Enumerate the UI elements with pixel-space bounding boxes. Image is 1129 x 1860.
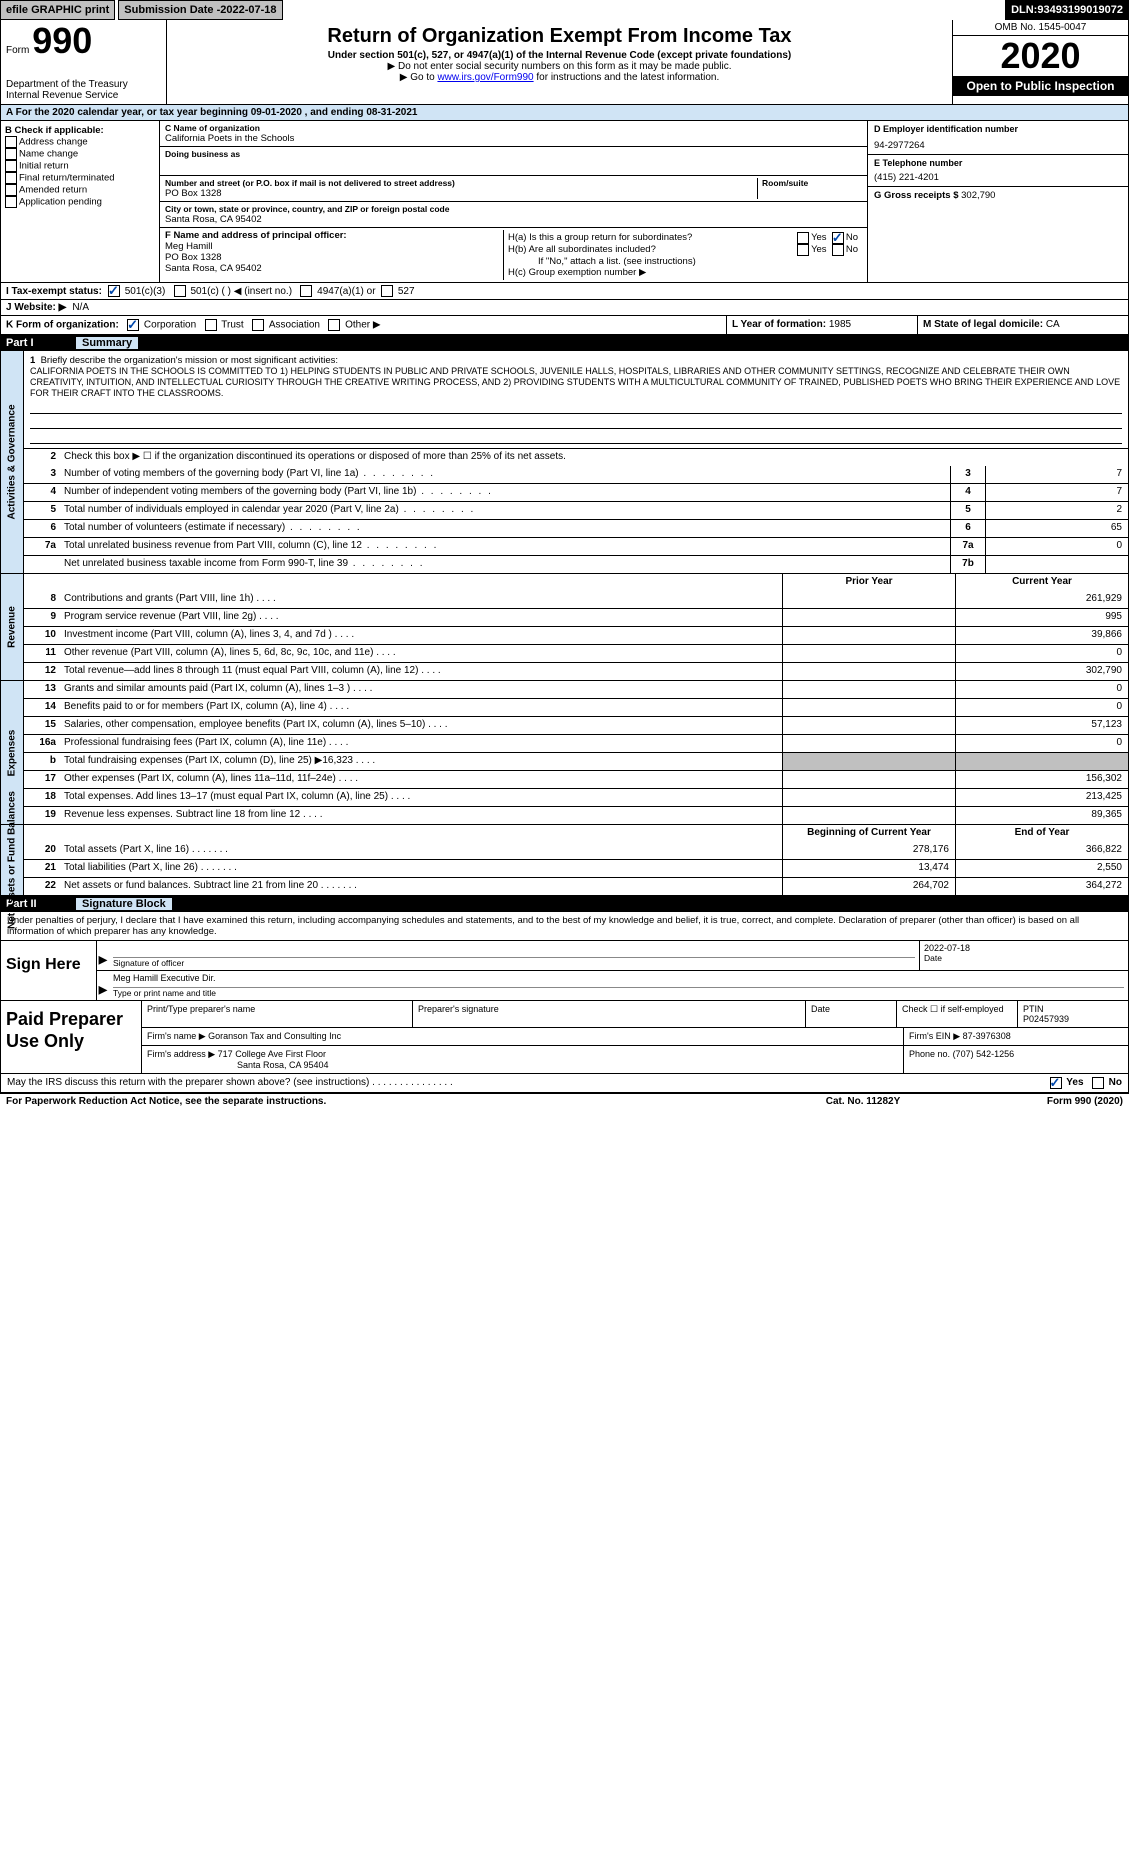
row-i: I Tax-exempt status: 501(c)(3) 501(c) ( … <box>0 283 1129 300</box>
instr-ssn: ▶ Do not enter social security numbers o… <box>172 61 947 72</box>
summary-line: 10Investment income (Part VIII, column (… <box>24 626 1128 644</box>
row-a-tax-year: A For the 2020 calendar year, or tax yea… <box>0 105 1129 121</box>
org-address: PO Box 1328 <box>165 188 757 199</box>
ein: 94-2977264 <box>874 140 1122 151</box>
topbar: efile GRAPHIC print Submission Date - 20… <box>0 0 1129 20</box>
cb-row: Amended return <box>5 184 155 196</box>
part-ii-header: Part II Signature Block <box>0 896 1129 912</box>
row-j: J Website: ▶ N/A <box>0 300 1129 316</box>
pointer-icon: ▸ <box>97 971 109 1000</box>
submission-date: Submission Date - 2022-07-18 <box>118 0 282 20</box>
paid-preparer: Paid Preparer Use Only Print/Type prepar… <box>0 1001 1129 1074</box>
summary-line: 11Other revenue (Part VIII, column (A), … <box>24 644 1128 662</box>
form-id-box: Form 990 Department of the Treasury Inte… <box>1 20 167 104</box>
cb-row: Final return/terminated <box>5 172 155 184</box>
omb: OMB No. 1545-0047 <box>953 20 1128 36</box>
cb-row: Application pending <box>5 196 155 208</box>
col-c: C Name of organization California Poets … <box>160 121 867 282</box>
summary-line: Net unrelated business taxable income fr… <box>24 555 1128 573</box>
summary-line: bTotal fundraising expenses (Part IX, co… <box>24 752 1128 770</box>
ptin: P02457939 <box>1023 1014 1123 1024</box>
discuss-row: May the IRS discuss this return with the… <box>0 1074 1129 1093</box>
subtitle: Under section 501(c), 527, or 4947(a)(1)… <box>172 50 947 61</box>
cb-row: Name change <box>5 148 155 160</box>
mission-text: CALIFORNIA POETS IN THE SCHOOLS IS COMMI… <box>30 366 1120 398</box>
footer: For Paperwork Reduction Act Notice, see … <box>0 1093 1129 1109</box>
gross-receipts: 302,790 <box>961 190 995 201</box>
section-net-assets: Net Assets or Fund Balances Beginning of… <box>0 825 1129 896</box>
summary-line: 18Total expenses. Add lines 13–17 (must … <box>24 788 1128 806</box>
website: N/A <box>72 302 89 313</box>
col-b-checkboxes: B Check if applicable: Address change Na… <box>1 121 160 282</box>
cb-row: Initial return <box>5 160 155 172</box>
col-d: D Employer identification number 94-2977… <box>867 121 1128 282</box>
summary-line: 9Program service revenue (Part VIII, lin… <box>24 608 1128 626</box>
summary-line: 3Number of voting members of the governi… <box>24 466 1128 483</box>
summary-line: 19Revenue less expenses. Subtract line 1… <box>24 806 1128 824</box>
signature-statement: Under penalties of perjury, I declare th… <box>0 912 1129 941</box>
col-h: H(a) Is this a group return for subordin… <box>503 230 862 280</box>
section-expenses: Expenses 13Grants and similar amounts pa… <box>0 681 1129 825</box>
summary-line: 4Number of independent voting members of… <box>24 483 1128 501</box>
org-city: Santa Rosa, CA 95402 <box>165 214 862 225</box>
irs-link[interactable]: www.irs.gov/Form990 <box>437 72 533 83</box>
entity-info: B Check if applicable: Address change Na… <box>0 121 1129 283</box>
summary-line: 8Contributions and grants (Part VIII, li… <box>24 591 1128 608</box>
dln: DLN: 93493199019072 <box>1005 0 1129 20</box>
summary-line: 17Other expenses (Part IX, column (A), l… <box>24 770 1128 788</box>
part-i-header: Part I Summary <box>0 335 1129 351</box>
summary-line: 5Total number of individuals employed in… <box>24 501 1128 519</box>
row-k: K Form of organization: Corporation Trus… <box>0 316 1129 335</box>
cb-row: Address change <box>5 136 155 148</box>
instr-link: ▶ Go to www.irs.gov/Form990 for instruct… <box>172 72 947 83</box>
summary-line: 20Total assets (Part X, line 16) . . . .… <box>24 842 1128 859</box>
summary-line: 6Total number of volunteers (estimate if… <box>24 519 1128 537</box>
summary-line: 15Salaries, other compensation, employee… <box>24 716 1128 734</box>
main-title: Return of Organization Exempt From Incom… <box>172 25 947 48</box>
summary-line: 14Benefits paid to or for members (Part … <box>24 698 1128 716</box>
officer-name: Meg Hamill <box>165 241 503 252</box>
officer-name-title: Meg Hamill Executive Dir. <box>113 973 1124 988</box>
firm-name: Goranson Tax and Consulting Inc <box>208 1031 341 1041</box>
section-governance: Activities & Governance 1 Briefly descri… <box>0 351 1129 574</box>
mission-block: 1 Briefly describe the organization's mi… <box>24 351 1128 448</box>
sign-here: Sign Here ▸ Signature of officer 2022-07… <box>0 941 1129 1001</box>
summary-line: 12Total revenue—add lines 8 through 11 (… <box>24 662 1128 680</box>
header-right: OMB No. 1545-0047 2020 Open to Public In… <box>953 20 1128 104</box>
pointer-icon: ▸ <box>97 941 109 970</box>
summary-line: 21Total liabilities (Part X, line 26) . … <box>24 859 1128 877</box>
efile-badge: efile GRAPHIC print <box>0 0 115 20</box>
summary-line: 22Net assets or fund balances. Subtract … <box>24 877 1128 895</box>
summary-line: 7aTotal unrelated business revenue from … <box>24 537 1128 555</box>
header-center: Return of Organization Exempt From Incom… <box>167 20 953 104</box>
summary-line: 13Grants and similar amounts paid (Part … <box>24 681 1128 698</box>
open-public: Open to Public Inspection <box>953 76 1128 96</box>
summary-line: 16aProfessional fundraising fees (Part I… <box>24 734 1128 752</box>
phone: (415) 221-4201 <box>874 172 1122 183</box>
dept-treasury: Department of the Treasury Internal Reve… <box>6 79 161 101</box>
form-header: Form 990 Department of the Treasury Inte… <box>0 20 1129 105</box>
tax-year: 2020 <box>953 36 1128 76</box>
org-name: California Poets in the Schools <box>165 133 862 144</box>
section-revenue: Revenue Prior Year Current Year 8Contrib… <box>0 574 1129 681</box>
spacer <box>283 0 1006 20</box>
